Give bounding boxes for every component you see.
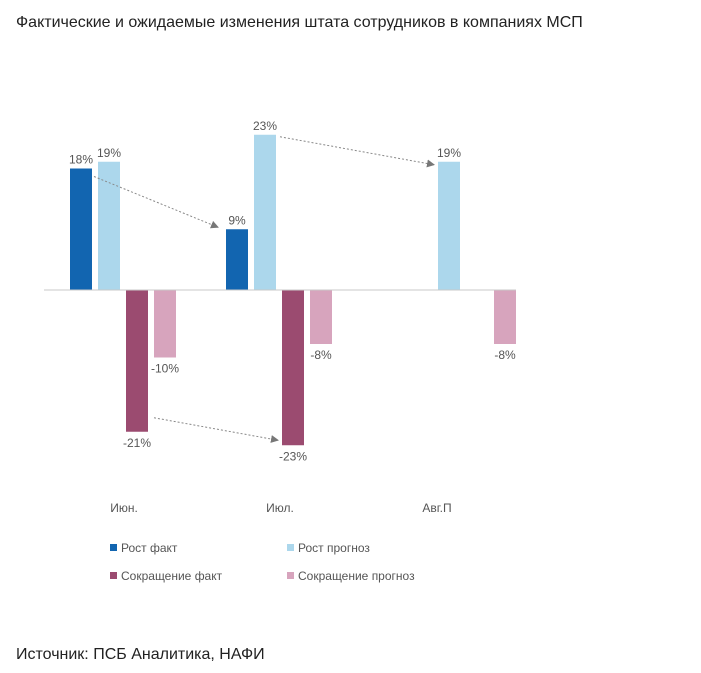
trend-arrow-2: [279, 136, 435, 168]
bar-1-2: [226, 229, 248, 290]
arrows-layer: [93, 136, 435, 443]
bar-3-2: [282, 290, 304, 446]
data-label-3-2: -23%: [279, 449, 307, 463]
data-label-1-1: 18%: [69, 153, 93, 167]
data-label-4-2: -8%: [310, 348, 332, 362]
legend-label-1: Рост факт: [121, 541, 178, 555]
x-tick-label: Июн.: [110, 501, 138, 515]
legend-swatch-3: [110, 572, 117, 579]
data-label-2-3: 19%: [437, 146, 461, 160]
legend-label-4: Сокращение прогноз: [298, 569, 415, 583]
legend-swatch-1: [110, 544, 117, 551]
bar-2-2: [254, 134, 276, 290]
legend-label-3: Сокращение факт: [121, 569, 223, 583]
trend-arrow-3: [153, 417, 279, 443]
ticks-layer: Июн. Июл. Авг.П: [110, 501, 451, 515]
data-label-4-3: -8%: [494, 348, 516, 362]
x-tick-label: Авг.П: [422, 501, 451, 515]
bar-1-1: [70, 168, 92, 290]
labels-layer: 18% 9% 19% 23% 19% -21% -23% -10% -8% -8%: [69, 119, 516, 464]
bar-4-3: [494, 290, 516, 344]
data-label-1-2: 9%: [228, 213, 246, 227]
x-tick-label: Июл.: [266, 501, 294, 515]
legend-label-2: Рост прогноз: [298, 541, 370, 555]
data-label-3-1: -21%: [123, 436, 151, 450]
data-label-2-1: 19%: [97, 146, 121, 160]
bar-2-1: [98, 161, 120, 290]
source-note: Источник: ПСБ Аналитика, НАФИ: [16, 646, 265, 663]
legend-swatch-4: [287, 572, 294, 579]
legend: Рост факт Рост прогноз Сокращение факт Сокр…: [110, 541, 415, 583]
data-label-4-1: -10%: [151, 362, 179, 376]
bar-3-1: [126, 290, 148, 432]
bar-2-3: [438, 161, 460, 290]
chart-title: Фактические и ожидаемые изменения штата …: [16, 14, 583, 31]
legend-swatch-2: [287, 544, 294, 551]
data-label-2-2: 23%: [253, 119, 277, 133]
bar-4-2: [310, 290, 332, 344]
bar-4-1: [154, 290, 176, 358]
bars-layer: [70, 134, 516, 446]
